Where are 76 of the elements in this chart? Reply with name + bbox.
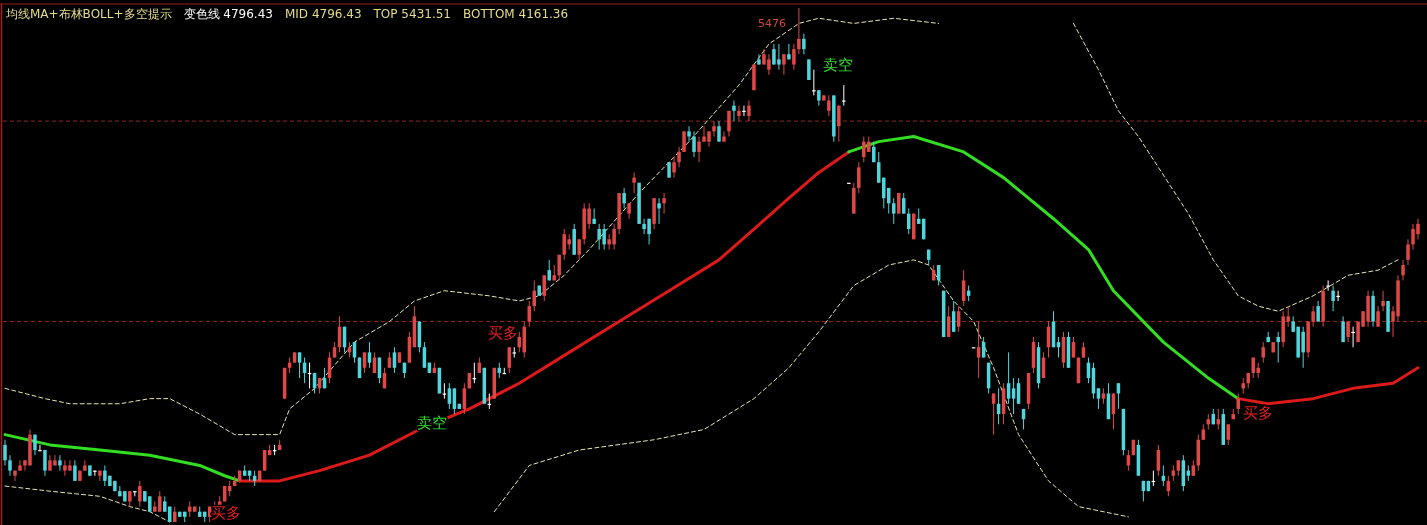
candlestick [722,130,726,143]
candlestick [542,274,546,302]
candlestick [1331,285,1335,312]
annotation: 买多 [1243,404,1273,422]
candlestick [697,136,701,163]
candlestick [837,105,841,143]
candlestick [297,351,302,379]
candlestick [8,454,12,477]
candlestick [792,43,796,71]
candlestick [18,459,22,472]
candlestick [512,346,517,359]
candlestick [1401,259,1405,281]
candlestick [73,459,77,482]
candlestick [687,125,691,143]
candlestick [1276,331,1280,364]
candlestick [742,105,746,117]
candlestick [662,192,666,215]
candlestick [891,197,896,225]
candlestick [727,110,731,137]
candlestick [138,480,142,508]
candlestick [1316,300,1320,323]
annotation: 5476 [758,17,786,30]
annotation: 买多 [211,504,241,522]
candlestick [842,84,846,107]
annotation: TOP 5431.51 [372,7,451,21]
candlestick [1341,315,1345,343]
candlestick [757,53,761,66]
candlestick [976,321,981,379]
candlestick [682,130,686,153]
candlestick [737,105,741,122]
candlestick [827,94,831,117]
candlestick [3,439,7,466]
candlestick [732,100,736,122]
candlestick [692,130,696,158]
candlestick [812,69,816,96]
candlestick [1376,305,1380,328]
candlestick [782,53,786,76]
annotation: BOTTOM 4161.36 [462,7,569,21]
candlestick [1096,387,1101,410]
candlestick [807,58,811,81]
candlestick [43,449,47,477]
annotation: 均线MA+布林BOLL+多空提示 [5,7,172,21]
candlestick [1381,290,1385,312]
candlestick [1351,326,1355,348]
candlestick [1261,341,1265,364]
candlestick [13,470,17,482]
candlestick [802,33,806,55]
annotation: 卖空 [823,56,853,74]
candlestick [677,146,681,168]
candlestick [1326,279,1330,292]
candlestick [1011,377,1016,415]
candlestick [717,120,721,143]
annotation: MID 4796.43 [284,7,362,21]
candlestick [83,459,87,472]
candlestick [367,341,372,369]
candlestick [1311,305,1315,328]
candlestick [93,470,97,477]
candlestick [577,238,581,261]
candlestick [747,100,751,122]
candlestick [98,470,102,482]
candlestick [797,7,801,55]
candlestick [58,454,62,472]
annotation: 变色线 4796.43 [183,7,273,21]
candlestick [712,120,716,137]
candlestick [38,444,42,452]
candlestick [857,161,861,194]
candlestick [1336,290,1340,302]
candlestick [622,187,626,209]
candlestick [557,254,561,281]
annotation: 买多 [488,324,518,342]
candlestick [657,197,661,225]
candlestick [632,171,636,194]
candlestick [1406,238,1410,266]
candlestick [787,43,791,60]
candlestick [672,156,676,179]
candlestick [1116,382,1121,410]
